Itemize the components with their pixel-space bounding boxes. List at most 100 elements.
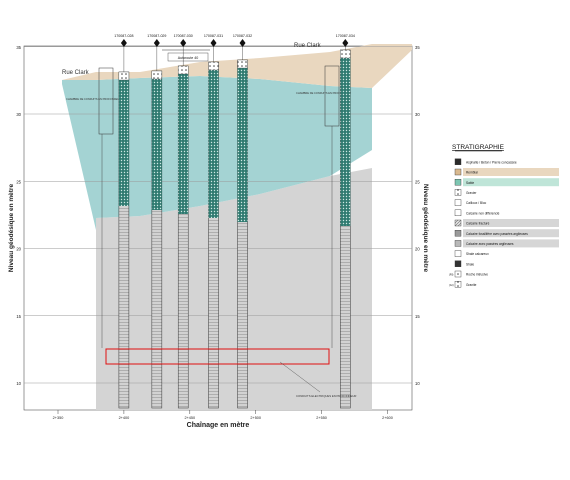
- legend-label: Calcaire fossilifère avec passées argile…: [466, 232, 528, 236]
- legend-swatch: [454, 158, 462, 166]
- borehole-sand-section: [118, 72, 129, 206]
- borehole-sand-section: [237, 60, 248, 222]
- borehole-id: 170087-028: [114, 34, 133, 38]
- elevation-tick-label-left: 30: [16, 112, 21, 117]
- elevation-tick-label-right: 10: [415, 381, 420, 386]
- legend-label: Roche intrusive: [466, 273, 488, 277]
- highlight-leader: [279, 361, 321, 393]
- elevation-tick-label-left: 20: [16, 247, 21, 252]
- borehole-id: 170087-031: [204, 34, 223, 38]
- legend-band: [463, 239, 559, 248]
- dimension-box: [167, 52, 209, 62]
- legend-label: Asphalte / Béton / Pierre concassée: [466, 160, 517, 164]
- dimension-label: Autoroute 40: [178, 56, 199, 60]
- stratigraphy-legend: STRATIGRAPHIE Asphalte / Béton / Pierre …: [449, 144, 559, 288]
- legend-band: [463, 219, 559, 227]
- borehole-marker-icon: [153, 39, 160, 47]
- elevation-tick-label-right: 35: [415, 45, 420, 50]
- left-chamber-outline: [98, 67, 114, 135]
- legend-label: Calcaire non différencié: [466, 211, 500, 215]
- fill-zone: [62, 44, 412, 88]
- elevation-ticks-left: 10152025303540: [16, 45, 21, 386]
- boreholes: 170087-028 170087-029 170087-030 170087-031…: [114, 34, 355, 409]
- chainage-tick-label: 2+550: [316, 416, 327, 420]
- legend-code: (RI): [449, 273, 453, 277]
- right-chamber-note: CHAMBRE DE CONDUITS EN PROFONDEUR: [296, 91, 351, 95]
- borehole-fill-section: [118, 71, 130, 81]
- legend-swatch: [454, 189, 462, 196]
- borehole-sand-section: [151, 71, 162, 210]
- legend-swatch: [454, 168, 462, 176]
- legend-swatch: [454, 270, 462, 278]
- elevation-tick-label-left: 15: [16, 314, 21, 319]
- legend-label: Cailloux / Bloc: [466, 201, 487, 205]
- legend-label: Sable: [466, 181, 474, 185]
- legend-label: Shale calcareux: [466, 252, 489, 256]
- legend-swatch: [454, 229, 462, 237]
- borehole-id: 170087-034: [336, 34, 355, 38]
- borehole-id: 170087-029: [147, 34, 166, 38]
- street-label-left: Rue Clark: [62, 70, 90, 76]
- legend-swatch: [454, 209, 462, 217]
- legend-label: Calcaire fracturé: [466, 222, 490, 226]
- borehole-sand-section: [208, 62, 219, 218]
- legend-swatch: [454, 219, 462, 227]
- chainage-grid: [57, 410, 388, 414]
- legend-swatch: [454, 240, 462, 247]
- legend-band: [463, 168, 559, 176]
- elevation-tick-label-right: 30: [415, 112, 420, 117]
- borehole-marker-icon: [120, 39, 127, 47]
- borehole: 170087-034: [336, 34, 355, 409]
- chainage-tick-label: 2+350: [53, 416, 64, 420]
- elevation-ticks-right: 10152025303540: [415, 45, 420, 386]
- legend-band: [463, 229, 559, 238]
- highlight-note: CONDUITS ELECTRIQUES EN PROFONDEUR: [296, 394, 356, 398]
- borehole-marker-icon: [210, 39, 217, 47]
- borehole-fill-section: [340, 49, 351, 59]
- borehole: 170087-030: [174, 34, 193, 409]
- elevation-tick-label-left: 10: [16, 381, 21, 386]
- legend-label: Remblai: [466, 171, 478, 175]
- elevation-tick-label-right: 20: [415, 247, 420, 252]
- conduit-highlight-box: [105, 348, 330, 365]
- chainage-tick-label: 2+500: [250, 416, 261, 420]
- legend-band: [463, 178, 559, 187]
- elevation-tick-label-right: 25: [415, 179, 420, 184]
- x-axis-title: Chaînage en mètre: [187, 422, 250, 429]
- legend-label: Gravier: [466, 191, 477, 195]
- borehole-fill-section: [178, 65, 189, 75]
- y-axis-title-left: Niveau géodésique en mètre: [8, 184, 15, 273]
- legend-swatch: [454, 250, 462, 257]
- borehole-fill-section: [151, 70, 163, 80]
- borehole: 170087-031: [204, 34, 223, 409]
- chainage-ticks: 2+350 2+400 2+450 2+500 2+550 2+600: [53, 416, 393, 420]
- chainage-tick-label: 2+450: [184, 416, 195, 420]
- legend-swatch: [454, 178, 462, 186]
- borehole: 170087-029: [147, 34, 166, 409]
- borehole-fill-section: [237, 59, 248, 69]
- legend-title: STRATIGRAPHIE: [452, 144, 505, 151]
- left-chamber-note: CHAMBRE DE CONDUITS EN PROFONDEUR: [66, 97, 121, 101]
- borehole-sand-section: [340, 50, 351, 226]
- legend-label: Granite: [466, 283, 477, 287]
- chainage-tick-label: 2+600: [382, 416, 393, 420]
- legend-code: (Gr): [449, 283, 454, 287]
- chainage-tick-label: 2+400: [119, 416, 130, 420]
- elevation-tick-label-right: 15: [415, 314, 420, 319]
- borehole: 170087-032: [233, 34, 252, 409]
- borehole-id: 170087-030: [174, 34, 193, 38]
- legend-swatch: [454, 199, 462, 206]
- legend-swatch: [454, 260, 462, 267]
- borehole-sand-section: [178, 66, 189, 214]
- borehole-marker-icon: [180, 39, 187, 47]
- borehole: 170087-028: [114, 34, 133, 409]
- elevation-tick-label-left: 35: [16, 45, 21, 50]
- borehole-fill-section: [208, 61, 219, 71]
- legend-swatch: [454, 281, 462, 288]
- elevation-tick-label-left: 25: [16, 179, 21, 184]
- y-axis-title-right: Niveau géodésique en mètre: [422, 184, 429, 273]
- borehole-marker-icon: [342, 39, 349, 47]
- legend-label: Calcaire avec passées argileuses: [466, 242, 514, 246]
